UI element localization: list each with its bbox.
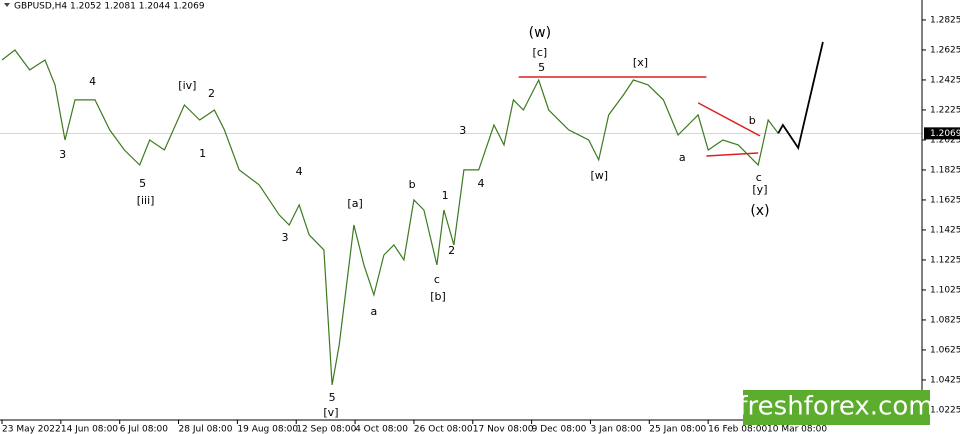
x-tick-label: 6 Jul 08:00 — [120, 425, 169, 434]
x-tick-label: 16 Feb 08:00 — [708, 425, 767, 434]
wave-label: (w) — [529, 25, 551, 41]
wave-label: 5 — [538, 61, 545, 74]
menu-icon[interactable] — [4, 3, 10, 7]
wave-label: [c] — [533, 46, 548, 59]
x-tick-label: 14 Jun 08:00 — [61, 425, 118, 434]
x-tick-label: 17 Nov 08:00 — [473, 425, 534, 434]
wave-label: b — [409, 178, 416, 191]
x-tick-label: 9 Dec 08:00 — [532, 425, 587, 434]
wave-label: a — [371, 305, 378, 318]
wave-label: 5 — [139, 177, 146, 190]
y-tick-label: 1.0625 — [930, 345, 960, 355]
wave-label: 3 — [282, 231, 289, 244]
wave-label: c — [756, 171, 762, 184]
y-tick-label: 1.1225 — [930, 255, 960, 265]
y-tick-label: 1.1025 — [930, 285, 960, 295]
wave-label: a — [679, 151, 686, 164]
wave-label: [a] — [347, 197, 362, 210]
wave-label: (x) — [750, 203, 769, 219]
last-price-box — [924, 127, 960, 140]
y-tick-label: 1.1825 — [930, 165, 960, 175]
wave-label: [iii] — [137, 194, 155, 207]
x-tick-label: 3 Jan 08:00 — [590, 425, 642, 434]
y-tick-label: 1.0825 — [930, 315, 960, 325]
trend-line — [706, 152, 759, 157]
wave-label: 2 — [208, 87, 215, 100]
y-tick-label: 1.0225 — [930, 405, 960, 415]
y-tick-label: 1.2025 — [930, 135, 960, 145]
last-price-label: 1.2069 — [930, 129, 960, 139]
y-tick-label: 1.2625 — [930, 45, 960, 55]
y-tick-label: 1.2225 — [930, 105, 960, 115]
wave-label: [w] — [590, 169, 608, 182]
wave-label: [b] — [430, 290, 446, 303]
chart-title: GBPUSD,H4 1.2052 1.2081 1.2044 1.2069 — [14, 2, 205, 12]
wave-label: 4 — [478, 177, 485, 190]
wave-label: [iv] — [178, 79, 196, 92]
wave-label: [y] — [752, 183, 767, 196]
wave-label: c — [434, 273, 440, 286]
x-tick-label: 23 May 2022 — [2, 425, 61, 434]
y-tick-label: 1.1625 — [930, 195, 960, 205]
x-tick-label: 28 Jul 08:00 — [179, 425, 233, 434]
price-line — [777, 41, 824, 151]
wave-label: 5 — [329, 391, 336, 404]
y-tick-label: 1.2425 — [930, 75, 960, 85]
x-tick-label: 10 Mar 08:00 — [767, 425, 827, 434]
wave-label: 1 — [442, 189, 449, 202]
watermark: freshforex.com — [738, 392, 933, 422]
y-tick-label: 1.1425 — [930, 225, 960, 235]
wave-label: [x] — [633, 56, 648, 69]
wave-label: 4 — [296, 165, 303, 178]
wave-label: 2 — [448, 244, 455, 257]
wave-label: [v] — [323, 406, 338, 419]
x-tick-label: 19 Aug 08:00 — [237, 425, 298, 434]
x-tick-label: 26 Oct 08:00 — [414, 425, 473, 434]
x-tick-label: 4 Oct 08:00 — [355, 425, 408, 434]
y-tick-label: 1.2825 — [930, 15, 960, 25]
trend-line — [697, 102, 761, 137]
x-tick-label: 12 Sep 08:00 — [296, 425, 356, 434]
wave-label: 3 — [59, 148, 66, 161]
wave-label: 4 — [89, 75, 96, 88]
price-line — [1, 49, 779, 386]
wave-label: 3 — [459, 124, 466, 137]
y-tick-label: 1.0425 — [930, 375, 960, 385]
x-tick-label: 25 Jan 08:00 — [649, 425, 706, 434]
watermark-box — [743, 390, 930, 425]
wave-label: 1 — [199, 147, 206, 160]
wave-label: b — [749, 114, 756, 127]
